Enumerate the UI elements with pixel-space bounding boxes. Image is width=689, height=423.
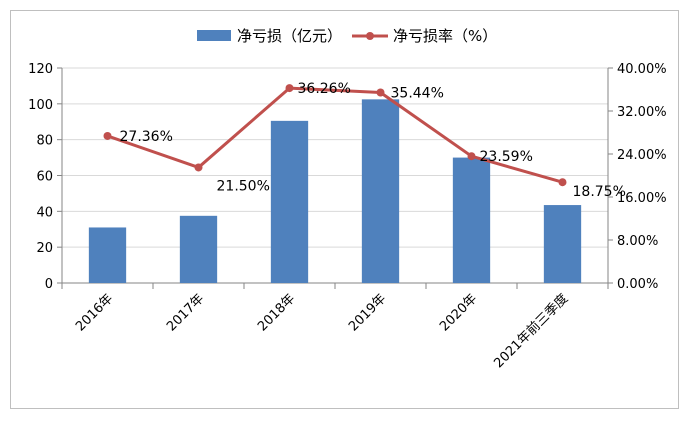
- bar: [543, 205, 582, 283]
- line-series: 27.36% 21.50% 36.26% 35.44% 23.59% 18.75%: [103, 81, 626, 200]
- right-tick-label: 16.00%: [617, 191, 667, 206]
- data-label: 36.26%: [298, 81, 351, 97]
- left-tick-label: 80: [36, 134, 53, 149]
- left-tick-label: 20: [36, 241, 53, 256]
- right-tick-label: 24.00%: [617, 148, 667, 163]
- line-point: [467, 152, 476, 161]
- data-label: 35.44%: [391, 86, 444, 102]
- data-label: 21.50%: [217, 178, 270, 194]
- gridlines: [62, 67, 608, 248]
- right-tick-label: 32.00%: [617, 105, 667, 120]
- right-tick-label: 40.00%: [617, 62, 667, 77]
- left-axis-tick-labels: 0 20 40 60 80 100 120: [28, 62, 53, 292]
- data-label: 18.75%: [573, 184, 626, 200]
- line-point: [376, 88, 385, 97]
- legend: 净亏损（亿元） 净亏损率（%）: [197, 27, 497, 45]
- rate-line: [107, 86, 563, 184]
- left-tick-label: 60: [36, 170, 53, 185]
- data-label: 27.36%: [120, 129, 173, 145]
- bar: [361, 99, 400, 284]
- left-tick-label: 120: [28, 62, 53, 77]
- line-point: [103, 131, 112, 140]
- axes: [57, 67, 613, 289]
- line-point: [285, 84, 294, 93]
- left-tick-label: 40: [36, 205, 53, 220]
- line-point: [194, 163, 203, 172]
- legend-bar-swatch: [197, 30, 231, 41]
- bar: [179, 215, 218, 283]
- bar-series: [88, 99, 582, 284]
- legend-line-label: 净亏损率（%）: [393, 27, 497, 45]
- left-tick-label: 100: [28, 98, 53, 113]
- right-tick-label: 0.00%: [617, 277, 658, 292]
- line-point: [558, 178, 567, 187]
- right-tick-label: 8.00%: [617, 234, 658, 249]
- legend-line-marker: [366, 32, 374, 40]
- legend-bar-label: 净亏损（亿元）: [237, 27, 342, 45]
- right-axis-tick-labels: 0.00% 8.00% 16.00% 24.00% 32.00% 40.00%: [617, 62, 667, 292]
- bar: [452, 157, 491, 283]
- data-label: 23.59%: [480, 149, 533, 165]
- bar: [270, 120, 309, 284]
- bar: [88, 227, 127, 283]
- left-tick-label: 0: [45, 277, 53, 292]
